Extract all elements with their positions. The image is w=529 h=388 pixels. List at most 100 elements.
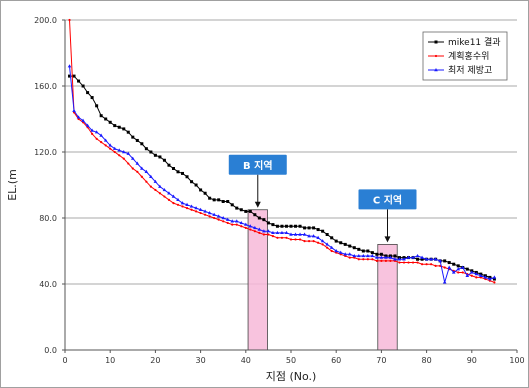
data-point-s1-37: [235, 223, 238, 226]
data-point-s0-64: [357, 247, 361, 251]
data-point-s1-55: [317, 241, 320, 244]
data-point-s1-16: [140, 175, 143, 178]
data-point-s0-67: [370, 251, 374, 255]
data-point-s0-7: [99, 114, 103, 118]
data-point-s0-58: [330, 236, 334, 240]
data-point-s0-36: [230, 203, 234, 207]
data-point-s1-73: [398, 261, 401, 264]
data-point-s0-1: [72, 74, 76, 78]
series-1: [68, 18, 496, 284]
data-point-s1-33: [217, 218, 220, 221]
data-point-s1-66: [366, 258, 369, 261]
data-point-s2-66: [366, 253, 370, 258]
data-point-s2-53: [307, 234, 311, 238]
data-point-s2-59: [334, 249, 338, 253]
data-point-s0-0: [68, 74, 72, 78]
x-tick-label-9: 90: [467, 356, 477, 365]
data-point-s1-48: [285, 236, 288, 239]
callout-label-0: B 지역: [243, 159, 273, 172]
data-point-s2-42: [257, 227, 262, 231]
data-point-s1-51: [298, 238, 302, 241]
data-point-s1-25: [181, 205, 184, 208]
data-point-s2-69: [379, 255, 384, 259]
data-point-s2-10: [112, 146, 117, 150]
y-tick-label-3: 120.0: [34, 148, 57, 157]
region-callouts: B 지역 C 지역: [228, 154, 417, 243]
data-point-s0-43: [262, 218, 266, 222]
data-point-s2-73: [397, 257, 402, 261]
data-point-s2-56: [320, 239, 325, 243]
data-point-s0-30: [203, 191, 207, 195]
data-point-s0-31: [208, 196, 212, 200]
data-point-s0-53: [307, 226, 311, 230]
data-point-s2-75: [406, 255, 411, 259]
data-point-s1-34: [222, 220, 225, 223]
data-point-s0-13: [126, 130, 130, 134]
data-point-s1-52: [303, 240, 306, 243]
data-point-s1-58: [330, 249, 333, 253]
legend-swatch-marker-2: [434, 68, 438, 72]
data-point-s0-19: [153, 153, 157, 157]
data-point-s2-34: [221, 216, 225, 220]
data-point-s1-30: [204, 213, 207, 216]
data-point-s2-32: [212, 212, 216, 216]
data-point-s2-40: [248, 224, 253, 228]
x-tick-label-0: 0: [62, 356, 67, 365]
data-point-s2-52: [302, 232, 307, 236]
data-point-s2-35: [225, 217, 230, 221]
data-point-s1-45: [271, 235, 275, 238]
data-point-s2-43: [262, 229, 266, 233]
data-point-s0-50: [294, 224, 298, 228]
data-point-s2-7: [99, 133, 103, 137]
data-point-s2-50: [293, 232, 298, 236]
data-point-s0-57: [325, 233, 329, 236]
data-point-s1-28: [194, 210, 198, 213]
data-point-s0-25: [181, 171, 185, 175]
data-point-s0-22: [167, 163, 171, 167]
data-point-s0-26: [185, 175, 189, 179]
data-point-s0-10: [113, 124, 117, 128]
x-tick-label-3: 30: [196, 356, 206, 365]
data-point-s2-87: [460, 265, 465, 269]
data-point-s1-32: [213, 216, 216, 220]
data-point-s0-20: [158, 155, 162, 159]
data-point-s0-35: [226, 200, 230, 203]
data-point-s1-6: [95, 137, 98, 140]
data-point-s1-14: [131, 167, 134, 170]
data-point-s2-89: [470, 270, 474, 274]
data-point-s1-57: [326, 246, 329, 249]
data-point-s2-14: [131, 156, 135, 160]
data-point-s2-16: [140, 166, 144, 170]
data-point-s1-78: [420, 263, 424, 266]
data-point-s1-12: [122, 157, 125, 160]
data-point-s1-53: [307, 240, 311, 243]
legend-entry-0: mike11 결과: [448, 37, 501, 48]
data-point-s2-85: [451, 270, 456, 274]
data-point-s1-23: [172, 202, 175, 205]
y-tick-label-0: 0.0: [44, 346, 57, 355]
data-point-s0-85: [452, 262, 456, 266]
data-point-s2-77: [415, 253, 420, 258]
data-point-s0-94: [492, 277, 496, 281]
data-point-s1-50: [294, 238, 297, 241]
y-tick-label-2: 80.0: [39, 214, 57, 223]
callout-arrow-head-1: [384, 236, 391, 243]
data-point-s2-11: [117, 148, 122, 152]
data-point-s2-23: [171, 194, 176, 198]
data-point-s0-52: [303, 226, 307, 230]
data-point-s1-29: [199, 211, 202, 215]
data-point-s0-62: [348, 244, 352, 248]
data-point-s1-83: [443, 266, 446, 269]
y-tick-labels: 0.0 40.0 80.0 120.0 160.0 200.0: [34, 16, 57, 355]
data-point-s1-69: [380, 259, 383, 262]
data-point-s0-44: [266, 221, 270, 225]
data-point-s2-38: [239, 220, 244, 225]
data-point-s2-76: [411, 255, 415, 259]
data-point-s2-27: [189, 204, 194, 208]
data-point-s1-89: [470, 274, 473, 277]
data-point-s1-40: [249, 228, 252, 231]
data-point-s2-93: [488, 277, 492, 281]
